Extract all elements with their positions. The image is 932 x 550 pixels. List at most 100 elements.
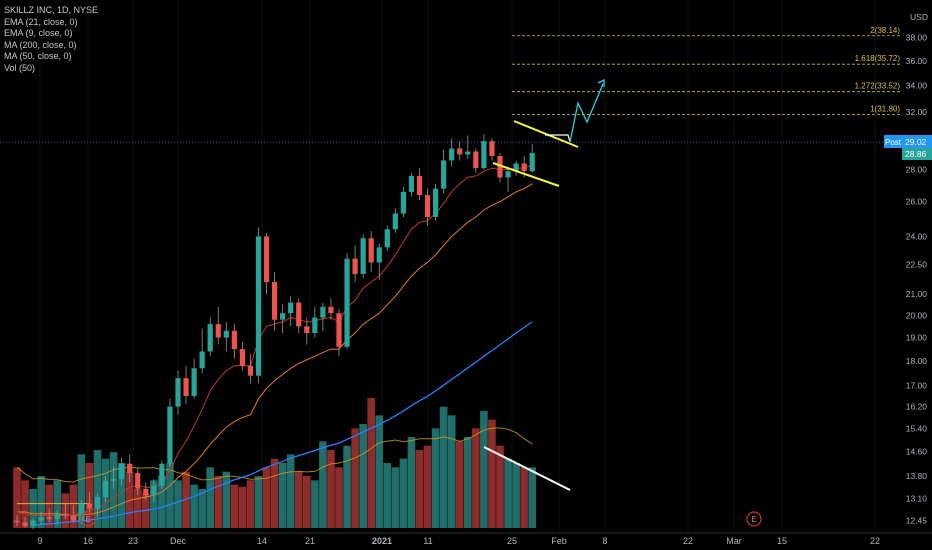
y-tick-label: 13.10 — [906, 494, 928, 504]
candle-body — [94, 496, 101, 509]
candle-body — [465, 151, 471, 155]
x-tick-label: 23 — [128, 536, 138, 546]
legend-ema21[interactable]: EMA (21, close, 0) — [4, 16, 78, 27]
ma50-line — [33, 321, 533, 526]
earnings-marker-2[interactable]: E — [746, 511, 762, 527]
candle-body — [489, 141, 495, 156]
candle-body — [473, 151, 479, 169]
volume-bar — [53, 480, 62, 528]
volume-bar — [319, 441, 327, 528]
candle-body — [207, 324, 213, 352]
y-tick-label: 22.50 — [906, 259, 928, 269]
y-tick-label: 13.80 — [906, 471, 928, 481]
candle-body — [416, 175, 423, 196]
volume-bar — [375, 415, 384, 528]
fib-label: 1.618(35.72) — [855, 54, 901, 63]
vertical-grid — [39, 0, 876, 533]
time-axis[interactable]: 9 16 23 Dec 14 21 2021 11 25 Feb 8 22 Mar 15 22 — [0, 532, 932, 550]
candle-body — [529, 152, 535, 172]
x-tick-label: Feb — [551, 536, 567, 546]
candle-body — [231, 330, 237, 350]
candle-body — [255, 236, 262, 376]
volume-bar — [286, 454, 295, 528]
volume-bar — [399, 458, 408, 528]
candle-body — [70, 515, 76, 521]
candle-body — [344, 258, 350, 347]
x-tick-label: 14 — [257, 536, 267, 546]
last-price-badge: 28.86 — [902, 148, 932, 160]
candle-body — [167, 406, 173, 464]
volume-bar — [29, 489, 37, 528]
volume-bar — [343, 445, 351, 528]
volume-bar — [488, 419, 496, 528]
currency-label: USD — [910, 12, 928, 22]
candle-body — [296, 302, 302, 327]
legend-ma200[interactable]: MA (200, close, 0) — [4, 39, 77, 50]
volume-bar — [270, 458, 279, 528]
volume-bar — [303, 476, 311, 528]
candle-body — [441, 160, 447, 189]
candle-body — [280, 313, 286, 320]
price-axis[interactable]: 12.45 13.10 13.80 14.60 15.40 16.20 17.00 18.00… — [906, 32, 928, 525]
candle-body — [127, 463, 133, 473]
volume-bar — [504, 458, 512, 528]
volume-bar — [246, 480, 255, 528]
volume-bar — [367, 398, 375, 528]
volume-bar — [351, 428, 359, 528]
candle-body — [86, 503, 93, 509]
time-axis-bg — [0, 533, 932, 550]
bull-flag-drawing — [492, 78, 605, 187]
volume-bar — [222, 471, 231, 528]
volume-bar — [158, 476, 166, 528]
volume-bar — [455, 441, 464, 528]
x-tick-label: 25 — [507, 536, 517, 546]
candle-body — [38, 517, 44, 521]
candle-body — [78, 503, 84, 521]
y-tick-label: 26.00 — [906, 197, 928, 207]
volume-bar — [109, 452, 118, 528]
volume-bar — [294, 471, 303, 528]
x-tick-label: 2021 — [372, 536, 392, 546]
candle-body — [433, 188, 439, 217]
y-tick-label: 32.00 — [906, 107, 928, 117]
y-tick-label: 18.00 — [906, 356, 928, 366]
volume-bar — [117, 463, 126, 528]
volume-bar — [407, 437, 416, 528]
volume-bar — [512, 463, 520, 528]
legend-ma50[interactable]: MA (50, close, 0) — [4, 51, 72, 61]
candle-body — [159, 463, 165, 486]
volume-bar — [206, 467, 214, 528]
volume-bar — [262, 467, 271, 528]
volume-bar — [278, 463, 287, 528]
candle-body — [143, 488, 149, 496]
candle-body — [247, 365, 254, 376]
x-tick-label: 8 — [602, 536, 607, 546]
volume-bar — [415, 450, 424, 528]
fib-label: 1(31.80) — [870, 105, 900, 114]
candle-body — [320, 306, 326, 318]
candles — [14, 134, 535, 530]
x-tick-label: 11 — [423, 536, 432, 546]
candle-body — [102, 480, 109, 497]
volume-bar — [77, 454, 86, 528]
candle-body — [424, 195, 431, 217]
candle-body — [328, 306, 334, 314]
volume-bar — [133, 489, 142, 528]
candle-body — [384, 229, 390, 248]
y-tick-label: 34.00 — [906, 81, 928, 91]
symbol-title[interactable]: SKILLZ INC, 1D, NYSE — [4, 5, 99, 15]
candle-body — [376, 247, 382, 263]
legend-vol[interactable]: Vol (50) — [4, 62, 36, 73]
fib-label: 2(38.14) — [870, 26, 900, 35]
svg-text:29.02: 29.02 — [905, 137, 927, 147]
ema21-line — [17, 183, 533, 517]
candle-body — [481, 141, 487, 169]
earnings-marker-1[interactable]: E — [80, 511, 96, 527]
candle-body — [521, 163, 527, 172]
volume-bar — [45, 484, 53, 528]
candle-body — [135, 472, 141, 489]
candle-body — [352, 258, 358, 275]
legend-ema9[interactable]: EMA (9, close, 0) — [4, 28, 73, 38]
candle-body — [22, 522, 28, 526]
